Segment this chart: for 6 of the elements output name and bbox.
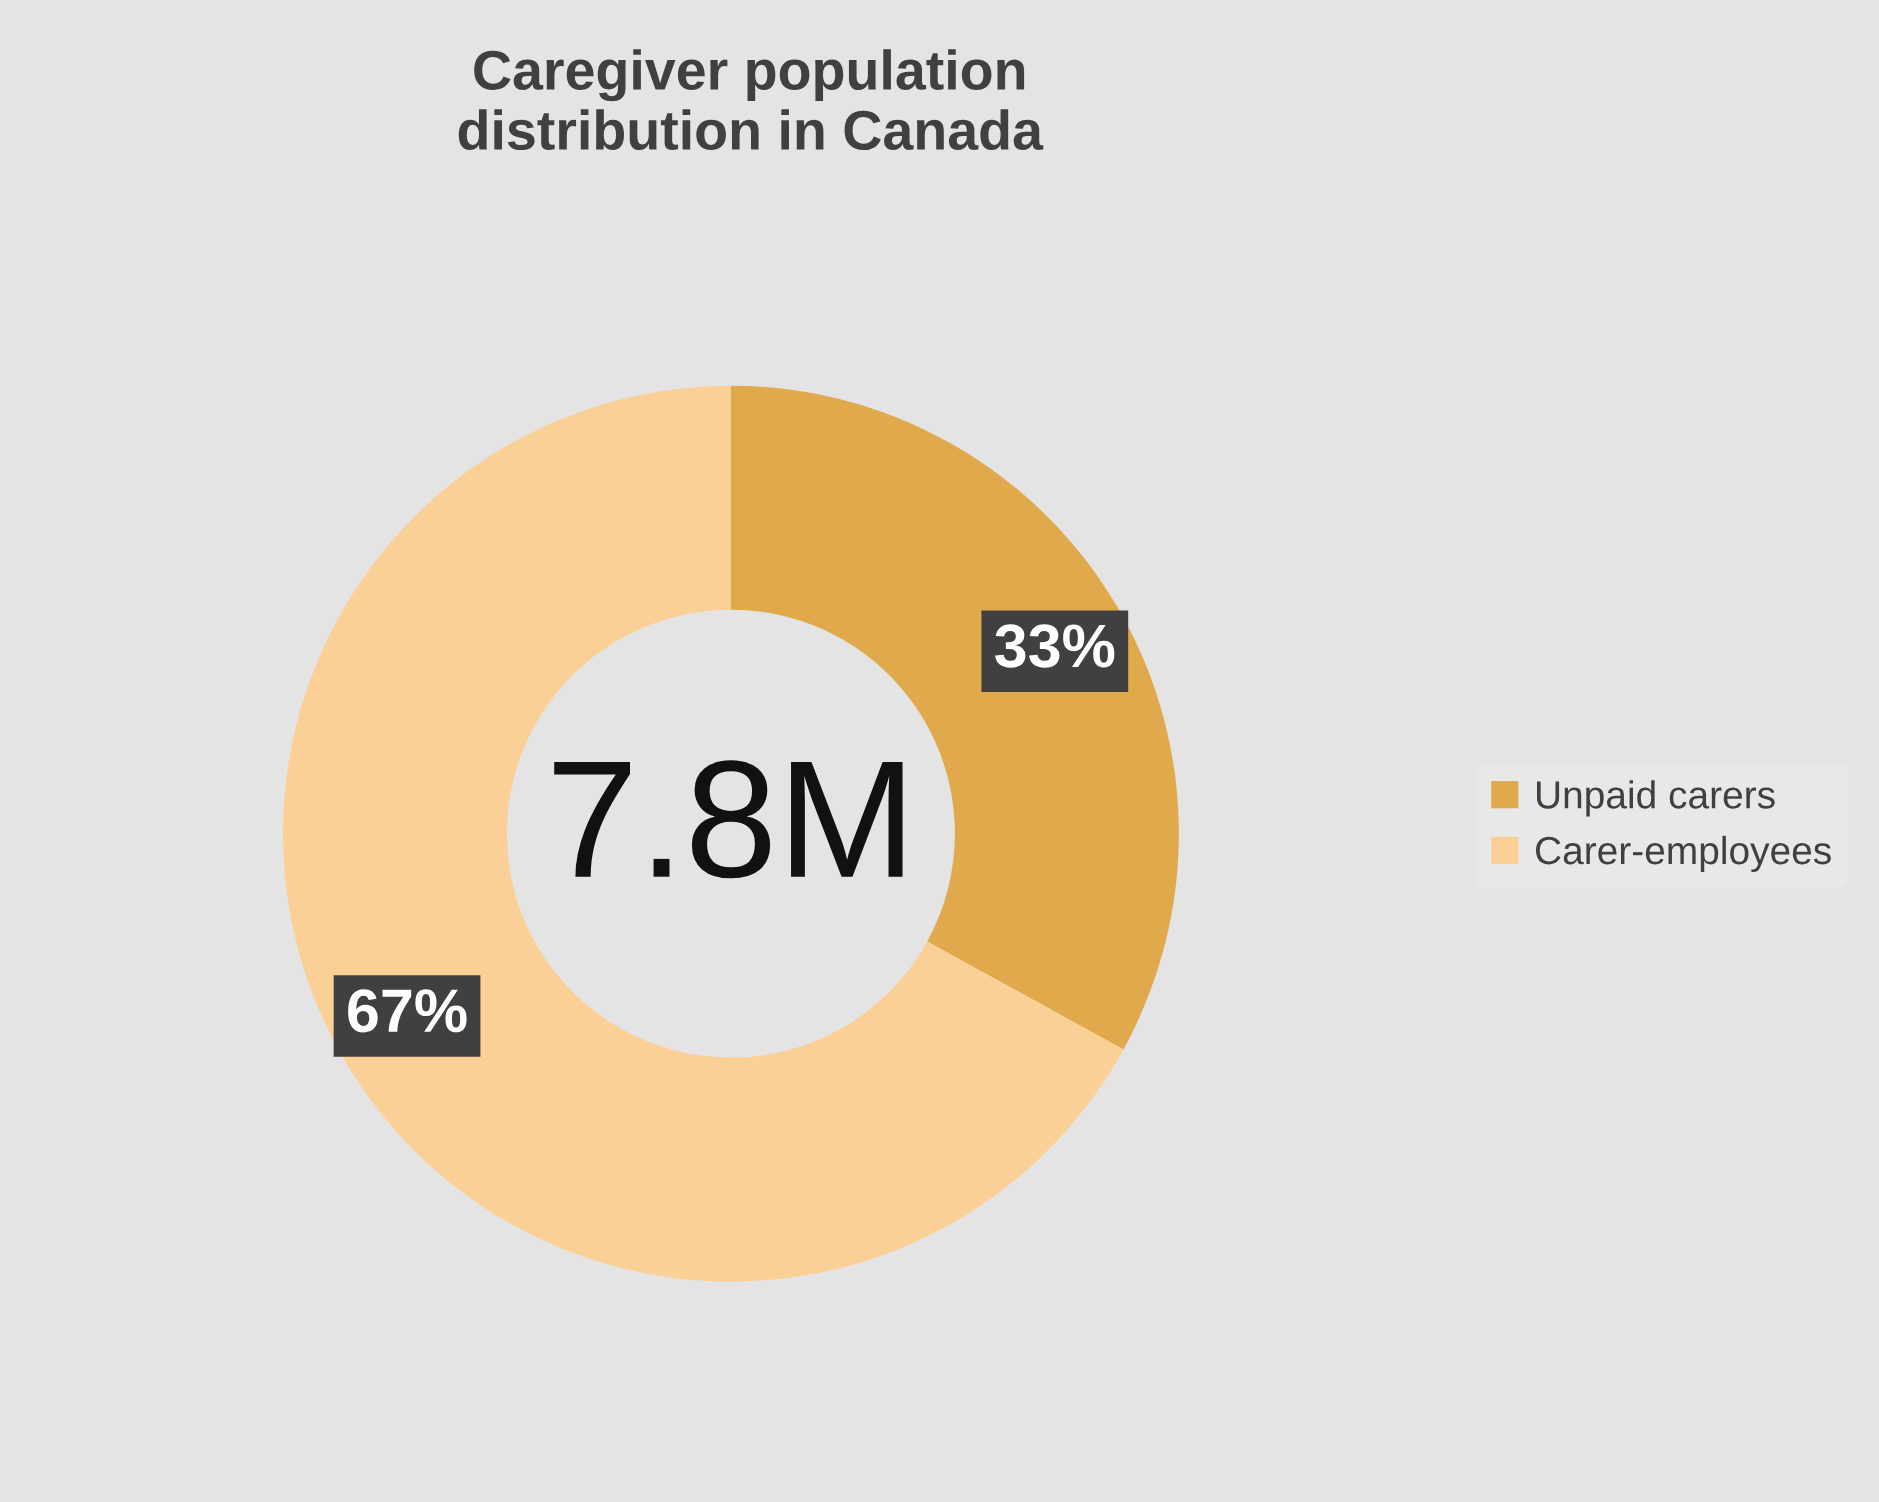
text: 7.8M [554, 760, 903, 879]
legend-label: Carer-employees [1535, 835, 1831, 873]
legend-label: Unpaid carers [1537, 780, 1775, 817]
data-label: 33% [995, 624, 1115, 668]
chart-title: Caregiver population distribution in Canada [458, 49, 1044, 151]
data-label: 67% [348, 989, 467, 1033]
